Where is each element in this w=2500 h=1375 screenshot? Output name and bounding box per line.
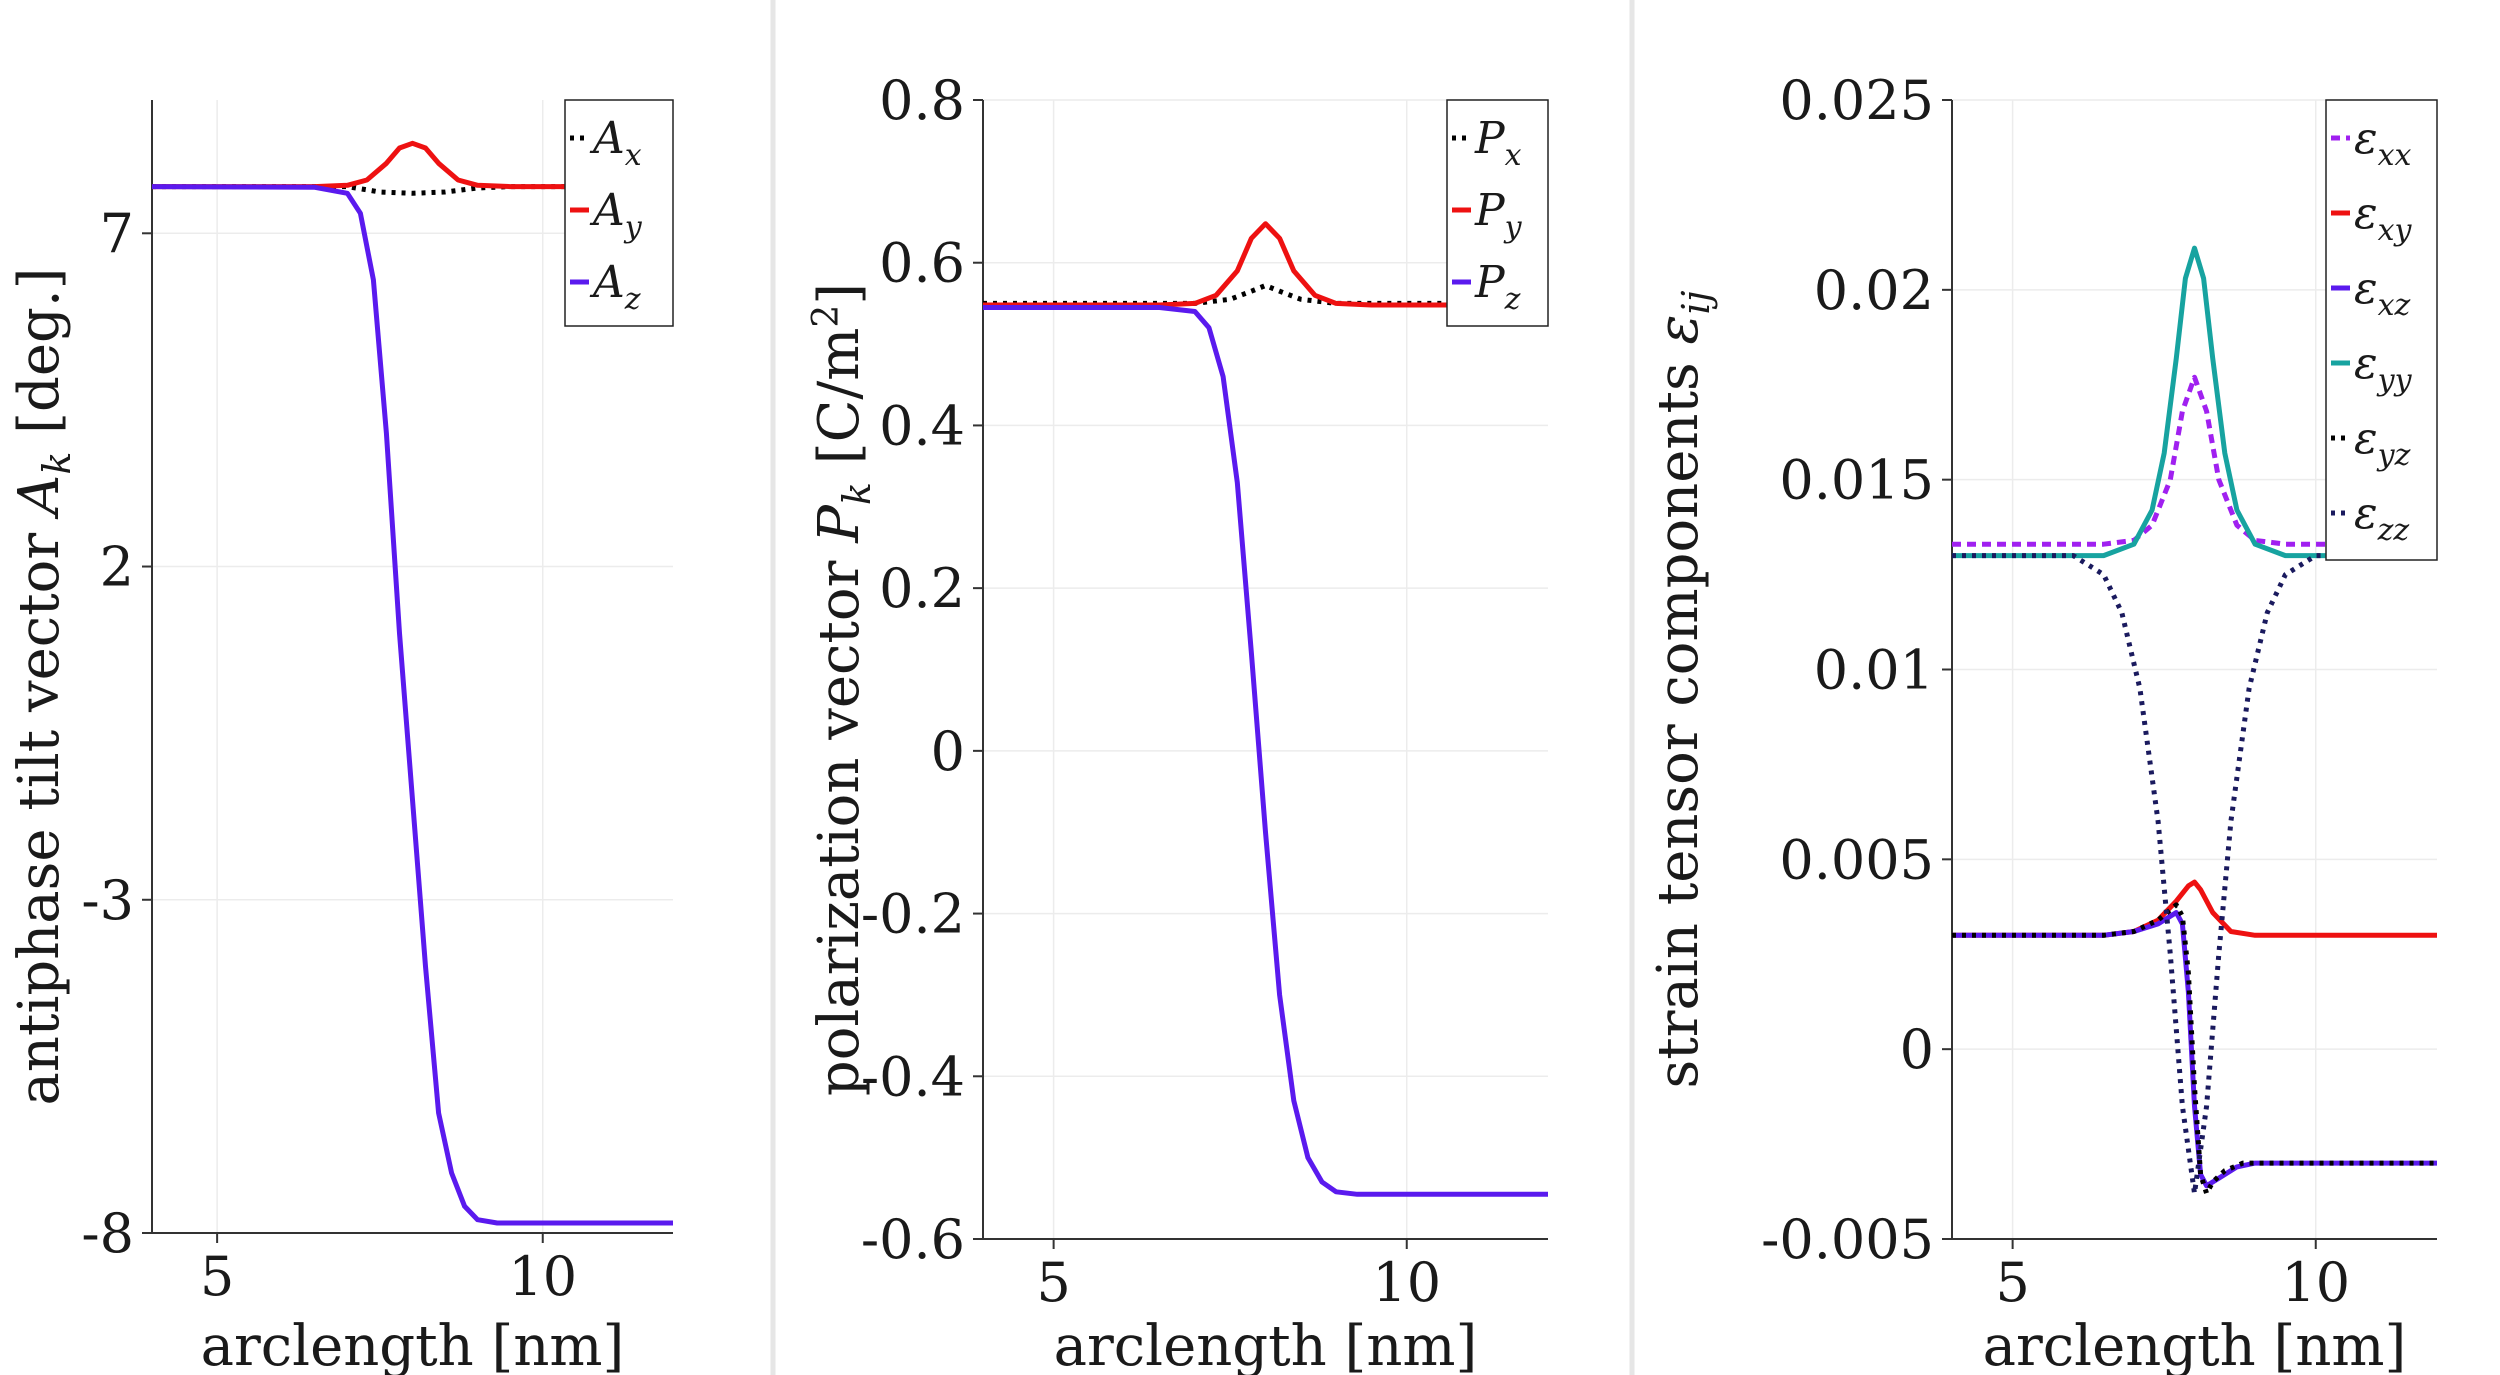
chart-panel-strain: -0.005 0 0.005 0.01 0.015 0.02 0.025 5 10arcleng… [1646,69,2438,1375]
y-tick-label: 0.01 [1814,639,1934,702]
y-tick-label: -0.005 [1761,1208,1934,1271]
legend-label: Pz [1474,257,1521,317]
series-line-Az [152,184,673,1226]
legend-label: εxx [2354,113,2412,173]
series-line-Ay [152,140,673,190]
legend-label: Px [1474,113,1522,173]
legend-box [2325,99,2438,561]
legend-label: εyy [2354,338,2413,398]
y-tick-label: 0.015 [1779,449,1934,512]
x-axis-label: arclength [nm] [1054,1314,1478,1375]
y-tick-label: 0.005 [1779,828,1934,891]
x-tick-label: 10 [2281,1251,2350,1314]
y-tick-label: 0.025 [1779,69,1934,132]
legend-label: εxz [2354,263,2411,323]
y-tick-label: 7 [100,202,134,265]
x-axis-label: arclength [nm] [201,1314,625,1375]
x-tick-label: 5 [1995,1251,2029,1314]
series-line-Py [983,221,1548,308]
y-tick-label: -8 [81,1202,134,1265]
legend-label: εyz [2354,413,2411,473]
y-axis-label: strain tensor components εij [1646,290,1718,1088]
y-tick-label: 0 [1900,1018,1934,1081]
x-tick-label: 10 [1372,1251,1441,1314]
y-tick-label: 0 [931,720,965,783]
y-tick-label: -0.6 [861,1208,965,1271]
y-tick-label: 0.8 [879,69,965,132]
series-line-εxy [1952,879,2437,938]
legend-label: Ay [589,185,643,245]
y-tick-label: 0.4 [879,394,965,457]
y-tick-label: -3 [81,869,134,932]
y-tick-label: 0.02 [1814,259,1934,322]
x-tick-label: 5 [1036,1251,1070,1314]
legend-label: Az [589,257,641,317]
series-line-Pz [983,305,1548,1197]
y-tick-label: 2 [100,536,134,599]
legend-label: Py [1474,185,1523,245]
x-axis-label: arclength [nm] [1983,1314,2407,1375]
x-tick-label: 10 [508,1245,577,1308]
legend-label: Ax [589,113,642,173]
y-tick-label: -0.2 [861,883,965,946]
x-tick-label: 5 [200,1245,234,1308]
y-tick-label: -0.4 [861,1045,965,1108]
legend-label: εzz [2354,488,2409,548]
series-line-εyy [1952,245,2437,559]
y-axis-label: antiphase tilt vector Ak [deg.] [7,267,79,1105]
y-tick-label: 0.2 [879,557,965,620]
y-tick-label: 0.6 [879,232,965,295]
legend-label: εxy [2354,188,2413,248]
y-axis-label: polarization vector Pk [C/m2] [806,283,879,1096]
series-line-εyz [1952,902,2437,1196]
